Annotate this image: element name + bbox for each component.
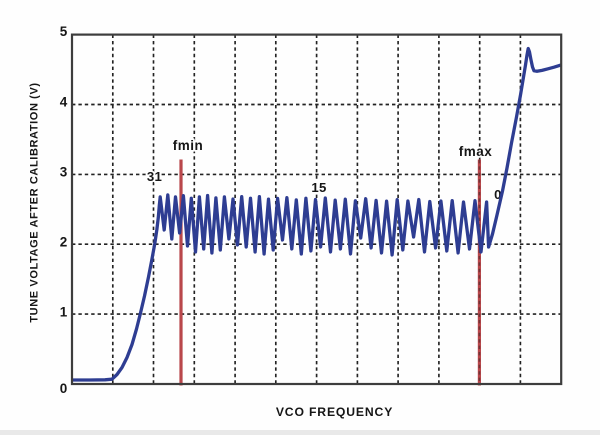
svg-text:1: 1 [60, 304, 68, 319]
svg-text:fmax: fmax [459, 144, 493, 159]
svg-text:3: 3 [60, 164, 68, 179]
svg-text:31: 31 [147, 169, 162, 184]
svg-text:4: 4 [60, 95, 68, 110]
svg-text:5: 5 [60, 24, 68, 39]
svg-text:TUNE VOLTAGE AFTER CALIBRATION: TUNE VOLTAGE AFTER CALIBRATION (V) [29, 82, 41, 322]
svg-text:0: 0 [60, 381, 68, 396]
svg-text:2: 2 [60, 234, 68, 249]
svg-text:fmin: fmin [173, 138, 204, 153]
svg-text:VCO FREQUENCY: VCO FREQUENCY [276, 405, 393, 419]
svg-text:0: 0 [494, 187, 501, 202]
svg-text:15: 15 [311, 180, 326, 195]
